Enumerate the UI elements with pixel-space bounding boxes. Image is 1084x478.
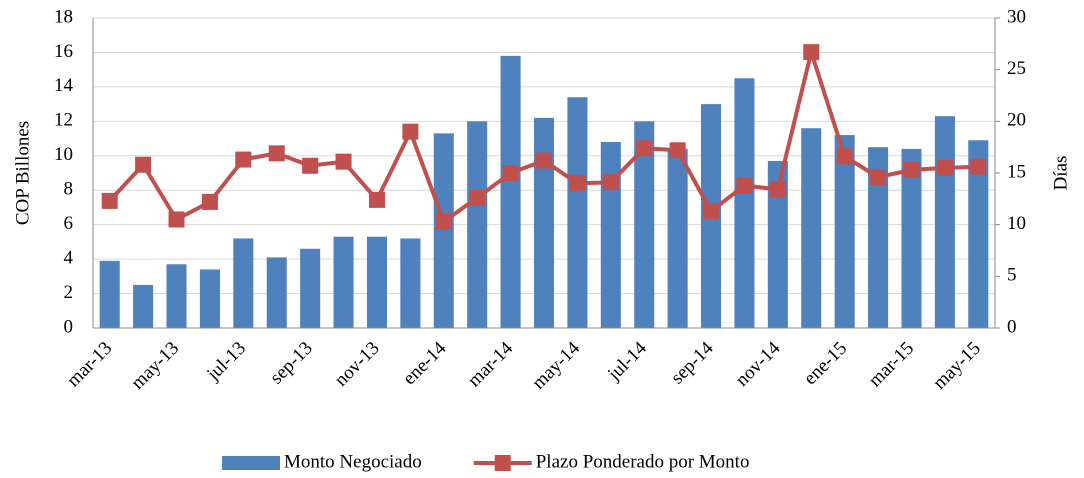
line-marker xyxy=(736,177,753,194)
bar xyxy=(233,238,254,328)
line-marker xyxy=(870,169,887,186)
y-tick-label: 18 xyxy=(54,6,73,27)
y2-tick-label: 25 xyxy=(1007,58,1026,79)
bar xyxy=(166,264,187,328)
y2-axis-label: Días xyxy=(1050,156,1071,191)
x-tick-label: mar-13 xyxy=(63,338,116,391)
bar xyxy=(433,133,454,328)
y2-tick-label: 20 xyxy=(1007,110,1026,131)
x-tick-label: may-15 xyxy=(929,338,985,394)
x-tick-label: sep-13 xyxy=(266,338,317,389)
bar xyxy=(366,236,387,328)
x-tick-label: may-13 xyxy=(127,338,183,394)
legend-label: Plazo Ponderado por Monto xyxy=(536,451,750,472)
line-marker xyxy=(703,203,720,220)
line-marker xyxy=(268,145,285,162)
y-tick-label: 2 xyxy=(64,282,74,303)
bar xyxy=(801,128,822,328)
line-marker xyxy=(903,161,920,178)
y-tick-label: 6 xyxy=(64,213,74,234)
line-marker xyxy=(602,174,619,191)
bar xyxy=(968,140,989,328)
bar xyxy=(868,147,889,328)
bar xyxy=(934,116,955,329)
x-tick-label: may-14 xyxy=(528,337,584,393)
y-axis-label: COP Billones xyxy=(12,121,33,225)
line-marker xyxy=(936,159,953,176)
line-marker xyxy=(101,192,118,209)
y2-tick-label: 15 xyxy=(1007,161,1026,182)
line-marker xyxy=(235,151,252,168)
line-marker xyxy=(970,158,987,175)
y-tick-label: 8 xyxy=(64,179,74,200)
legend-swatch xyxy=(222,456,280,470)
line-marker xyxy=(135,156,152,173)
bar xyxy=(99,260,120,328)
bar xyxy=(333,236,354,328)
y-tick-label: 10 xyxy=(54,144,73,165)
x-tick-label: jul-13 xyxy=(202,338,250,386)
x-tick-label: sep-14 xyxy=(667,337,718,388)
bar xyxy=(634,121,655,328)
y2-tick-label: 30 xyxy=(1007,6,1026,27)
x-tick-label: mar-14 xyxy=(464,337,518,391)
line-marker xyxy=(302,157,319,174)
bar xyxy=(400,238,421,328)
bar xyxy=(734,78,755,329)
bar xyxy=(533,117,555,328)
bar xyxy=(567,97,588,328)
line-marker xyxy=(368,191,385,208)
line-marker xyxy=(201,193,218,210)
bar xyxy=(133,284,154,328)
legend-label: Monto Negociado xyxy=(284,451,422,472)
bar xyxy=(266,257,287,328)
y2-tick-label: 5 xyxy=(1007,265,1017,286)
bar xyxy=(767,160,788,328)
x-tick-label: ene-14 xyxy=(399,337,451,389)
x-tick-label: ene-15 xyxy=(800,338,851,389)
line-marker xyxy=(335,153,352,170)
line-marker xyxy=(636,140,653,157)
bar xyxy=(901,148,922,328)
x-tick-label: jul-14 xyxy=(603,337,651,385)
line-marker xyxy=(435,213,452,230)
y-tick-label: 14 xyxy=(54,75,74,96)
y-tick-label: 16 xyxy=(54,41,73,62)
bar xyxy=(500,55,521,329)
bar xyxy=(199,269,220,328)
bar xyxy=(667,148,688,328)
y2-tick-label: 0 xyxy=(1007,316,1017,337)
line-marker xyxy=(569,175,586,192)
y-tick-label: 4 xyxy=(64,247,74,268)
x-tick-label: mar-15 xyxy=(865,338,918,391)
line-marker xyxy=(168,211,185,228)
bar xyxy=(600,142,621,328)
bar xyxy=(300,248,321,328)
line-marker xyxy=(803,44,820,61)
line-marker xyxy=(469,189,486,206)
x-tick-label: nov-13 xyxy=(331,338,384,391)
x-tick-label: nov-14 xyxy=(732,337,785,390)
line-marker xyxy=(502,165,519,181)
bar xyxy=(834,135,855,328)
line-marker xyxy=(769,181,786,198)
y-tick-label: 0 xyxy=(64,316,74,337)
bar xyxy=(467,121,488,328)
line-marker xyxy=(536,152,552,169)
legend-swatch xyxy=(494,455,511,471)
line-marker xyxy=(402,123,419,140)
line-marker xyxy=(836,148,853,165)
y-tick-label: 12 xyxy=(54,110,73,131)
y2-tick-label: 10 xyxy=(1007,213,1026,234)
line-marker xyxy=(669,142,686,159)
